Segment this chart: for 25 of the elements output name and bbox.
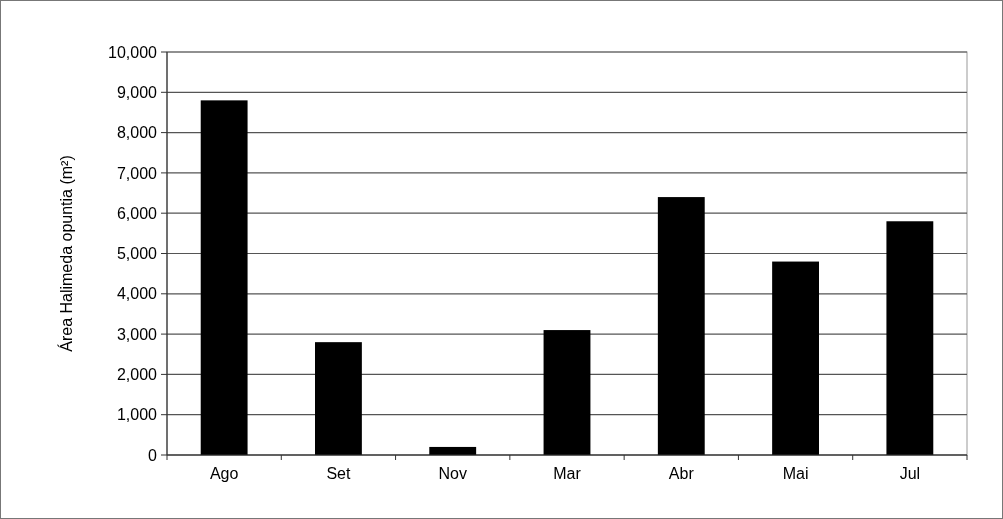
y-tick-label: 9,000: [116, 83, 158, 101]
x-tick-label: Nov: [438, 465, 467, 482]
bar: [200, 100, 248, 455]
y-tick-label: 7,000: [116, 164, 158, 182]
bar: [657, 197, 705, 455]
y-tick-label: 10,000: [108, 43, 158, 61]
x-tick-label: Mai: [782, 465, 809, 482]
bar: [315, 342, 362, 455]
y-tick-label: 1,000: [116, 406, 158, 424]
bar: [543, 330, 591, 455]
x-tick-label: Abr: [668, 465, 695, 482]
x-tick-label: Mar: [553, 465, 582, 482]
bar: [886, 221, 934, 455]
y-tick-label: 3,000: [116, 325, 158, 343]
y-axis-title: Área Halimeda opuntia (m²): [57, 155, 75, 352]
bar: [772, 261, 819, 455]
x-tick-label: Ago: [209, 465, 239, 482]
y-tick-label: 8,000: [116, 124, 158, 142]
y-tick-label: 5,000: [116, 245, 158, 263]
y-tick-label: 2,000: [116, 366, 158, 383]
y-tick-label: 6,000: [116, 204, 158, 222]
y-tick-label: 0: [148, 446, 158, 464]
x-tick-label: Set: [326, 465, 351, 482]
y-tick-label: 4,000: [116, 285, 158, 303]
x-tick-label: Jul: [899, 465, 921, 482]
